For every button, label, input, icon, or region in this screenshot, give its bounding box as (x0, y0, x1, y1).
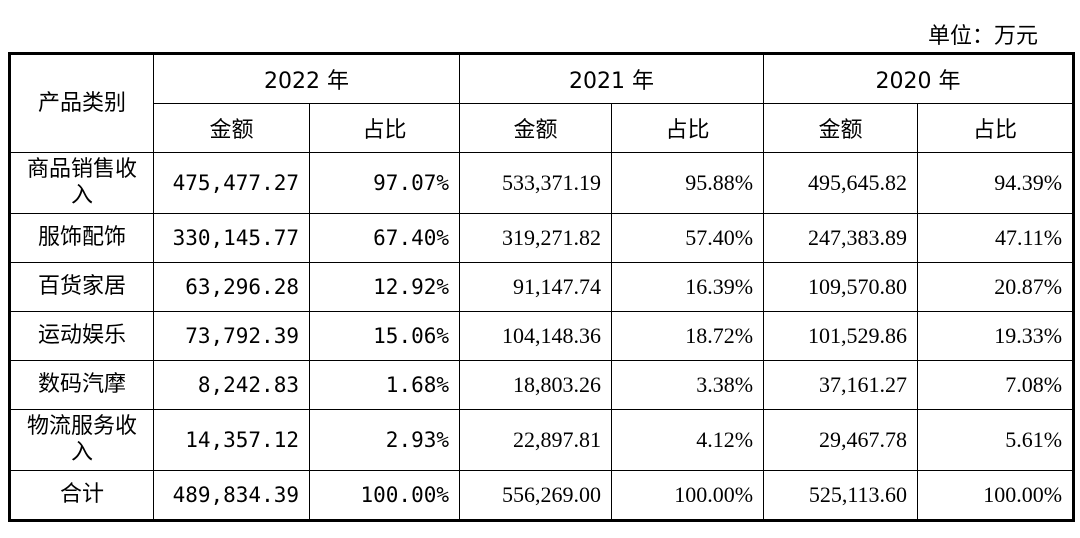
cell-2020-amount: 37,161.27 (763, 360, 919, 410)
header-ratio-2021: 占比 (611, 103, 765, 153)
cell-2020-ratio: 47.11% (917, 213, 1075, 263)
header-amount-2020: 金额 (763, 103, 919, 153)
table-row: 物流服务收入 14,357.12 2.93% 22,897.81 4.12% 2… (9, 409, 1075, 471)
revenue-table: 产品类别 2022 年 2021 年 2020 年 金额 占比 金额 占比 金额… (8, 52, 1076, 522)
row-category: 合计 (9, 470, 154, 521)
cell-2022-ratio: 1.68% (308, 360, 461, 410)
cell-2021-amount: 556,269.00 (459, 470, 613, 521)
cell-2022-amount: 475,477.27 (153, 152, 310, 214)
cell-2020-amount: 525,113.60 (763, 470, 919, 521)
header-row-sub: 金额 占比 金额 占比 金额 占比 (10, 103, 1075, 153)
cell-2021-ratio: 100.00% (611, 470, 765, 521)
row-category: 物流服务收入 (9, 409, 154, 471)
cell-2021-ratio: 95.88% (611, 152, 765, 214)
cell-2020-ratio: 5.61% (917, 409, 1075, 471)
cell-2021-ratio: 57.40% (611, 213, 765, 263)
table-row: 运动娱乐 73,792.39 15.06% 104,148.36 18.72% … (9, 311, 1075, 361)
cell-2020-amount: 109,570.80 (763, 262, 919, 312)
cell-2021-amount: 319,271.82 (459, 213, 613, 263)
cell-2021-amount: 104,148.36 (459, 311, 613, 361)
table-row: 商品销售收入 475,477.27 97.07% 533,371.19 95.8… (9, 152, 1075, 214)
cell-2022-ratio: 12.92% (308, 262, 461, 312)
cell-2022-ratio: 97.07% (308, 152, 461, 214)
row-category: 商品销售收入 (9, 152, 154, 214)
header-row-years: 产品类别 2022 年 2021 年 2020 年 (9, 53, 1075, 153)
unit-label: 单位：万元 (927, 24, 1038, 49)
cell-2022-ratio: 15.06% (308, 311, 461, 361)
cell-2021-ratio: 4.12% (611, 409, 765, 471)
cell-2022-amount: 489,834.39 (153, 470, 310, 521)
cell-2020-ratio: 19.33% (917, 311, 1075, 361)
cell-2020-amount: 247,383.89 (763, 213, 919, 263)
cell-2020-ratio: 20.87% (917, 262, 1075, 312)
cell-2021-amount: 22,897.81 (459, 409, 613, 471)
cell-2022-amount: 73,792.39 (153, 311, 310, 361)
table-row-total: 合计 489,834.39 100.00% 556,269.00 100.00%… (9, 470, 1075, 521)
row-category: 运动娱乐 (9, 311, 154, 361)
cell-2022-amount: 63,296.28 (153, 262, 310, 312)
table-row: 百货家居 63,296.28 12.92% 91,147.74 16.39% 1… (9, 262, 1075, 312)
cell-2020-ratio: 7.08% (917, 360, 1075, 410)
table-row: 服饰配饰 330,145.77 67.40% 319,271.82 57.40%… (9, 213, 1075, 263)
cell-2021-amount: 533,371.19 (459, 152, 613, 214)
cell-2021-amount: 18,803.26 (459, 360, 613, 410)
row-category: 服饰配饰 (9, 213, 154, 263)
cell-2022-ratio: 67.40% (308, 213, 461, 263)
cell-2020-ratio: 94.39% (917, 152, 1075, 214)
cell-2020-amount: 29,467.78 (763, 409, 919, 471)
cell-2021-ratio: 16.39% (611, 262, 765, 312)
row-category: 百货家居 (9, 262, 154, 312)
header-year-2020: 2020 年 (763, 53, 1075, 104)
header-amount-2022: 金额 (153, 103, 310, 153)
header-ratio-2020: 占比 (917, 103, 1075, 153)
row-category: 数码汽摩 (9, 360, 154, 410)
header-year-2021: 2021 年 (459, 53, 765, 104)
cell-2022-ratio: 100.00% (308, 470, 461, 521)
header-category: 产品类别 (9, 53, 154, 153)
cell-2021-ratio: 18.72% (611, 311, 765, 361)
header-ratio-2022: 占比 (308, 103, 461, 153)
cell-2021-amount: 91,147.74 (459, 262, 613, 312)
table-row: 数码汽摩 8,242.83 1.68% 18,803.26 3.38% 37,1… (9, 360, 1075, 410)
cell-2020-amount: 495,645.82 (763, 152, 919, 214)
cell-2022-amount: 330,145.77 (153, 213, 310, 263)
header-year-2022: 2022 年 (152, 53, 461, 104)
header-amount-2021: 金额 (459, 103, 613, 153)
cell-2022-ratio: 2.93% (308, 409, 461, 471)
cell-2022-amount: 8,242.83 (153, 360, 310, 410)
cell-2022-amount: 14,357.12 (153, 409, 310, 471)
cell-2021-ratio: 3.38% (611, 360, 765, 410)
cell-2020-amount: 101,529.86 (763, 311, 919, 361)
cell-2020-ratio: 100.00% (917, 470, 1075, 521)
